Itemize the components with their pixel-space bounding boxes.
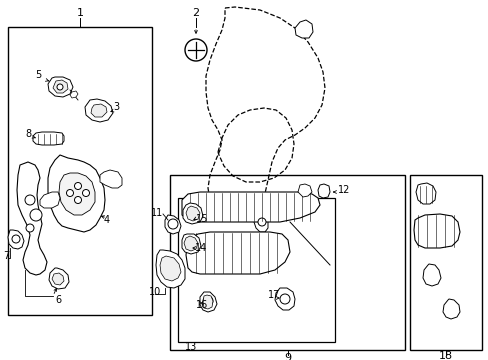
- Polygon shape: [156, 250, 184, 288]
- Circle shape: [74, 197, 81, 203]
- Bar: [170, 175, 404, 350]
- Text: 4: 4: [104, 215, 110, 225]
- Polygon shape: [59, 173, 95, 215]
- Polygon shape: [415, 183, 435, 204]
- Polygon shape: [70, 91, 78, 98]
- Polygon shape: [48, 155, 105, 232]
- Polygon shape: [317, 184, 329, 198]
- Polygon shape: [183, 203, 203, 224]
- Text: 17: 17: [267, 290, 280, 300]
- Text: 5: 5: [35, 70, 41, 80]
- Polygon shape: [185, 232, 289, 274]
- Text: 7: 7: [3, 251, 9, 261]
- Polygon shape: [160, 256, 181, 281]
- Polygon shape: [413, 214, 459, 248]
- Polygon shape: [17, 162, 47, 275]
- Circle shape: [26, 224, 34, 232]
- Polygon shape: [294, 20, 312, 38]
- Bar: [409, 175, 481, 350]
- Text: 15: 15: [196, 214, 208, 224]
- Polygon shape: [164, 215, 181, 234]
- Polygon shape: [183, 236, 198, 251]
- Polygon shape: [182, 192, 319, 222]
- Text: 6: 6: [55, 295, 61, 305]
- Polygon shape: [40, 192, 60, 208]
- Bar: [8, 27, 152, 315]
- Circle shape: [280, 294, 289, 304]
- Polygon shape: [218, 205, 227, 218]
- Polygon shape: [203, 295, 213, 309]
- Text: 8: 8: [25, 129, 31, 139]
- Text: 1: 1: [76, 8, 83, 18]
- Polygon shape: [297, 184, 311, 197]
- Circle shape: [184, 39, 206, 61]
- Polygon shape: [422, 264, 440, 286]
- Polygon shape: [49, 268, 69, 289]
- Circle shape: [25, 195, 35, 205]
- Text: 18: 18: [438, 351, 452, 360]
- Polygon shape: [253, 210, 267, 232]
- Polygon shape: [100, 170, 122, 188]
- Polygon shape: [207, 200, 219, 215]
- Text: 16: 16: [196, 300, 208, 310]
- Circle shape: [168, 219, 178, 229]
- Circle shape: [30, 209, 42, 221]
- Text: 11: 11: [150, 208, 163, 218]
- Circle shape: [203, 296, 213, 306]
- Polygon shape: [52, 273, 64, 285]
- Circle shape: [258, 218, 265, 226]
- Circle shape: [82, 189, 89, 197]
- Circle shape: [12, 235, 20, 243]
- Polygon shape: [33, 132, 64, 145]
- Polygon shape: [85, 99, 113, 122]
- Polygon shape: [53, 80, 68, 93]
- Circle shape: [66, 189, 73, 197]
- Text: 12: 12: [337, 185, 350, 195]
- Text: 14: 14: [195, 243, 207, 253]
- Bar: [178, 198, 334, 342]
- Text: 9: 9: [284, 353, 291, 360]
- Text: 2: 2: [192, 8, 199, 18]
- Polygon shape: [182, 234, 201, 254]
- Polygon shape: [8, 230, 24, 249]
- Text: 10: 10: [148, 287, 161, 297]
- Text: 13: 13: [184, 342, 197, 352]
- Polygon shape: [274, 288, 294, 310]
- Circle shape: [57, 84, 63, 90]
- Polygon shape: [48, 77, 73, 97]
- Polygon shape: [442, 299, 459, 319]
- Text: 3: 3: [113, 102, 119, 112]
- Polygon shape: [91, 104, 107, 117]
- Polygon shape: [200, 292, 217, 312]
- Polygon shape: [185, 206, 200, 221]
- Circle shape: [74, 183, 81, 189]
